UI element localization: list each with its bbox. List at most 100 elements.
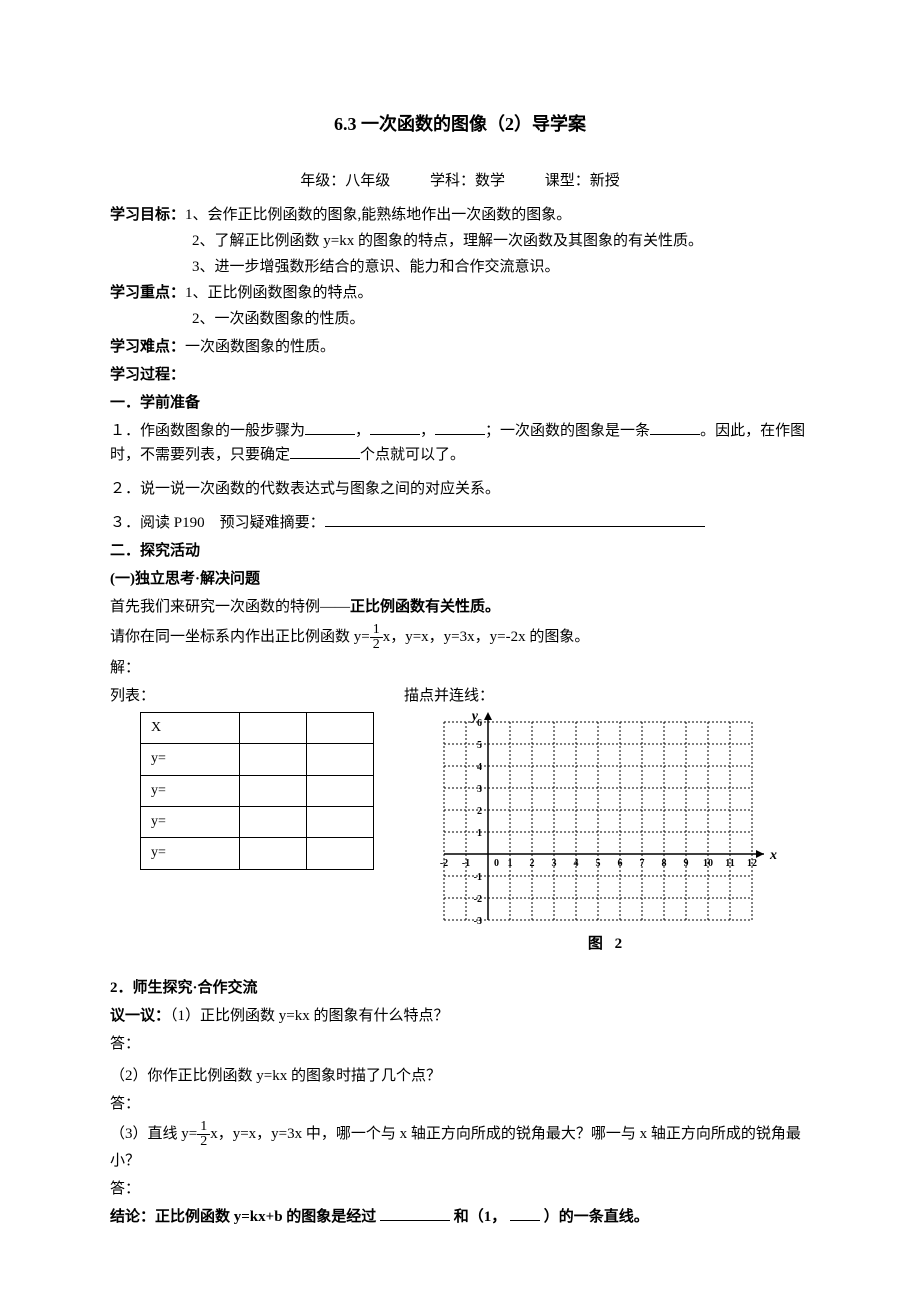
svg-text:1: 1 [477, 828, 482, 839]
table-row-label: y= [141, 775, 240, 806]
document-title: 6.3 一次函数的图像（2）导学案 [110, 110, 810, 139]
table-row-label: y= [141, 744, 240, 775]
list-label: 列表： [110, 688, 155, 704]
grid-svg: -2-11234567891011120123456-1-2-3xy [434, 708, 780, 930]
goal-3: 3、进一步增强数形结合的意识、能力和合作交流意识。 [110, 255, 810, 279]
discuss-q1-text: （1）正比例函数 y=kx 的图象有什么特点？ [170, 1008, 448, 1024]
task-a: 请你在同一坐标系内作出正比例函数 y= [110, 629, 370, 645]
table-header-x: X [141, 712, 240, 743]
frac-num-2: 1 [197, 1120, 210, 1135]
blank-step1[interactable] [305, 419, 355, 435]
q3-a: （3）直线 y= [110, 1126, 197, 1142]
svg-text:3: 3 [477, 784, 482, 795]
answer-3: 答： [110, 1177, 810, 1201]
table-column: 列表： X y= y= y= [110, 684, 374, 870]
blank-summary[interactable] [325, 511, 705, 527]
table-cell-blank[interactable] [240, 712, 307, 743]
difficulty-label: 学习难点： [110, 339, 185, 355]
table-cell-blank[interactable] [240, 838, 307, 869]
keypoints-block: 学习重点：1、正比例函数图象的特点。 2、一次函数图象的性质。 [110, 281, 810, 331]
frac-den: 2 [370, 638, 383, 652]
type-value: 新授 [590, 173, 620, 189]
svg-text:8: 8 [662, 858, 667, 869]
blank-line[interactable] [650, 419, 700, 435]
values-table: X y= y= y= [140, 712, 374, 870]
table-chart-row: 列表： X y= y= y= [110, 684, 810, 956]
svg-text:-1: -1 [462, 858, 470, 869]
difficulty-line: 学习难点：一次函数图象的性质。 [110, 335, 810, 359]
discuss-q1: 议一议：（1）正比例函数 y=kx 的图象有什么特点？ [110, 1004, 810, 1028]
table-row: y= [141, 775, 374, 806]
conclusion-c: ）的一条直线。 [544, 1209, 649, 1225]
blank-points[interactable] [290, 443, 360, 459]
table-cell-blank[interactable] [307, 744, 374, 775]
q1-a: １．作函数图象的一般步骤为 [110, 423, 305, 439]
goal-1: 学习目标：1、会作正比例函数的图象,能熟练地作出一次函数的图象。 [110, 203, 810, 227]
keypoint-1: 学习重点：1、正比例函数图象的特点。 [110, 281, 810, 305]
svg-text:4: 4 [574, 858, 579, 869]
figure-caption: 图 2 [404, 932, 810, 956]
svg-text:5: 5 [477, 740, 482, 751]
subject-value: 数学 [475, 173, 505, 189]
conclusion-a: 结论：正比例函数 y=kx+b 的图象是经过 [110, 1209, 376, 1225]
conclusion-b: 和（1， [454, 1209, 507, 1225]
task-line: 请你在同一坐标系内作出正比例函数 y=12x，y=x，y=3x，y=-2x 的图… [110, 623, 810, 652]
svg-text:7: 7 [640, 858, 645, 869]
difficulty-text: 一次函数图象的性质。 [185, 339, 335, 355]
type-label: 课型： [545, 173, 590, 189]
intro-line: 首先我们来研究一次函数的特例——正比例函数有关性质。 [110, 595, 810, 619]
blank-origin[interactable] [380, 1205, 450, 1221]
prep-q1: １．作函数图象的一般步骤为，，；一次函数的图象是一条。因此，在作图时，不需要列表… [110, 419, 810, 467]
svg-text:x: x [769, 848, 777, 863]
svg-text:12: 12 [747, 858, 757, 869]
blank-step3[interactable] [435, 419, 485, 435]
q1-b: ；一次函数的图象是一条 [485, 423, 650, 439]
svg-text:2: 2 [530, 858, 535, 869]
svg-text:6: 6 [618, 858, 623, 869]
svg-text:y: y [470, 709, 479, 724]
frac-den-2: 2 [197, 1135, 210, 1149]
svg-text:-2: -2 [474, 894, 482, 905]
table-cell-blank[interactable] [307, 775, 374, 806]
solve-label: 解： [110, 656, 810, 680]
grade-label: 年级： [300, 173, 345, 189]
table-row-label: y= [141, 806, 240, 837]
section2-heading: 二．探究活动 [110, 539, 810, 563]
prep-q2: ２．说一说一次函数的代数表达式与图象之间的对应关系。 [110, 477, 810, 501]
subject-meta: 学科：数学 [430, 169, 505, 193]
section2-sub1: (一)独立思考·解决问题 [110, 567, 810, 591]
discuss-q2: （2）你作正比例函数 y=kx 的图象时描了几个点？ [110, 1064, 810, 1088]
svg-text:4: 4 [477, 762, 482, 773]
plot-label: 描点并连线： [404, 688, 494, 704]
type-meta: 课型：新授 [545, 169, 620, 193]
frac-num: 1 [370, 623, 383, 638]
svg-text:-1: -1 [474, 872, 482, 883]
grade-meta: 年级：八年级 [300, 169, 390, 193]
blank-step2[interactable] [370, 419, 420, 435]
chart-column: 描点并连线： -2-11234567891011120123456-1-2-3x… [404, 684, 810, 956]
table-cell-blank[interactable] [240, 806, 307, 837]
task-b: x，y=x，y=3x，y=-2x 的图象。 [383, 629, 590, 645]
table-cell-blank[interactable] [240, 775, 307, 806]
svg-text:11: 11 [725, 858, 734, 869]
table-row-label: y= [141, 838, 240, 869]
svg-text:5: 5 [596, 858, 601, 869]
prep-q3: ３．阅读 P190 预习疑难摘要： [110, 511, 810, 535]
process-label: 学习过程： [110, 363, 810, 387]
table-row: y= [141, 838, 374, 869]
table-cell-blank[interactable] [307, 838, 374, 869]
blank-k[interactable] [510, 1205, 540, 1221]
fraction-half-2: 12 [197, 1120, 210, 1149]
goals-label: 学习目标： [110, 207, 185, 223]
table-cell-blank[interactable] [240, 744, 307, 775]
svg-text:-3: -3 [474, 916, 482, 927]
svg-text:3: 3 [552, 858, 557, 869]
q3-text: ３．阅读 P190 预习疑难摘要： [110, 515, 325, 531]
discuss-label: 议一议： [110, 1008, 170, 1024]
page-container: 6.3 一次函数的图像（2）导学案 年级：八年级 学科：数学 课型：新授 学习目… [0, 0, 920, 1302]
grade-value: 八年级 [345, 173, 390, 189]
svg-text:10: 10 [703, 858, 713, 869]
table-cell-blank[interactable] [307, 712, 374, 743]
table-cell-blank[interactable] [307, 806, 374, 837]
coordinate-chart: -2-11234567891011120123456-1-2-3xy 图 2 [404, 708, 810, 956]
